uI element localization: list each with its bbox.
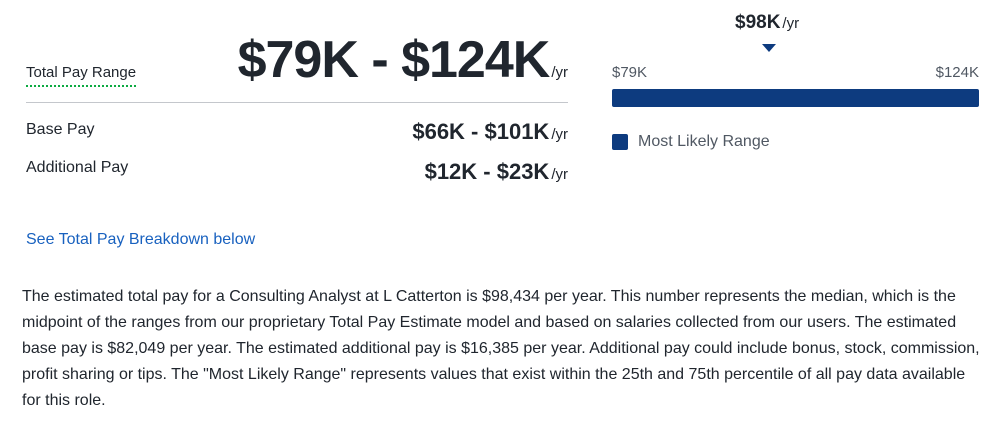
median-pay-amount: $98K — [735, 12, 781, 33]
total-pay-range-value: $79K - $124K /yr — [238, 30, 568, 90]
total-pay-range-unit: /yr — [551, 64, 568, 81]
total-pay-range-amount: $79K - $124K — [237, 31, 551, 89]
additional-pay-value: $12K - $23K /yr — [425, 159, 568, 185]
range-min-label: $79K — [612, 64, 648, 81]
median-marker-icon — [762, 44, 776, 52]
median-pay-unit: /yr — [782, 15, 800, 32]
total-pay-range-label[interactable]: Total Pay Range — [26, 64, 137, 87]
base-pay-value: $66K - $101K /yr — [412, 119, 568, 145]
range-max-label: $124K — [935, 64, 979, 81]
additional-pay-amount: $12K - $23K — [424, 159, 550, 184]
see-total-pay-breakdown-link[interactable]: See Total Pay Breakdown below — [26, 231, 256, 248]
additional-pay-label: Additional Pay — [26, 159, 129, 176]
most-likely-range-bar — [612, 89, 979, 107]
base-pay-unit: /yr — [551, 126, 568, 143]
legend-label: Most Likely Range — [638, 133, 770, 150]
pay-description: The estimated total pay for a Consulting… — [22, 288, 980, 409]
legend-swatch — [612, 134, 628, 150]
base-pay-amount: $66K - $101K — [412, 119, 550, 144]
divider — [26, 102, 568, 103]
median-pay: $98K /yr — [735, 12, 799, 34]
additional-pay-unit: /yr — [551, 166, 568, 183]
base-pay-label: Base Pay — [26, 121, 95, 138]
